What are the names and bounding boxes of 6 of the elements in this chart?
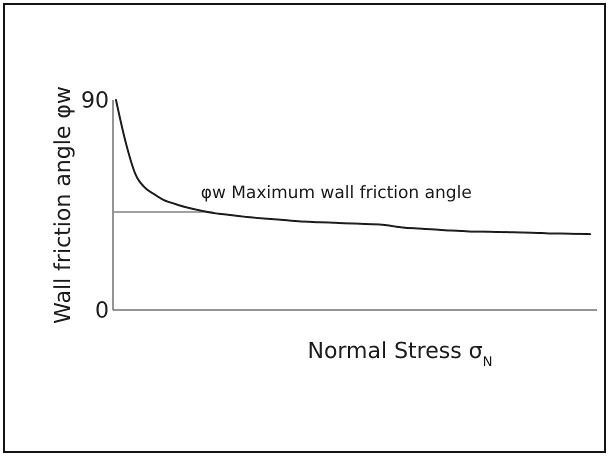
y-tick-label: 0: [95, 298, 109, 324]
y-axis-title: Wall friction angle φw: [51, 86, 76, 324]
y-tick-label: 90: [81, 88, 109, 114]
x-axis-title: Normal Stress σ$_{N}$: [307, 339, 493, 370]
line-series: [115, 99, 591, 236]
ref-line-label: φw Maximum wall friction angle: [200, 183, 472, 203]
